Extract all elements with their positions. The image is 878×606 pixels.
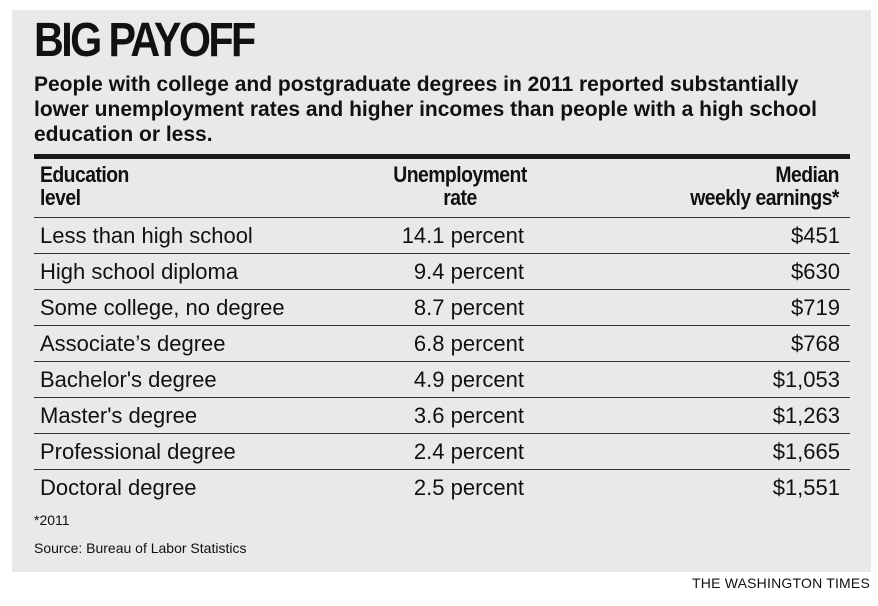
table-row: High school diploma 9.4 percent $630	[34, 254, 850, 290]
header-education-line1: Education	[40, 162, 129, 187]
header-median-earnings: Median weekly earnings*	[690, 163, 839, 209]
earnings-cell: $719	[791, 295, 840, 320]
rate-cell: 6.8 percent	[413, 331, 524, 356]
rate-cell: 14.1 percent	[401, 223, 524, 248]
earnings-cell: $1,263	[772, 403, 840, 428]
education-cell: Associate’s degree	[40, 331, 226, 356]
earnings-cell: $630	[791, 259, 840, 284]
education-cell: High school diploma	[40, 259, 239, 284]
header-education: Education level	[40, 163, 129, 209]
earnings-cell: $1,551	[772, 475, 840, 500]
education-cell: Doctoral degree	[40, 475, 197, 500]
header-earnings-line1: Median	[775, 162, 839, 187]
rate-cell: 4.9 percent	[413, 367, 524, 392]
earnings-cell: $1,665	[772, 439, 840, 464]
publisher-credit: THE WASHINGTON TIMES	[692, 575, 870, 591]
header-unemployment-rate: Unemployment rate	[390, 163, 531, 209]
education-cell: Some college, no degree	[40, 295, 285, 320]
table-row: Less than high school 14.1 percent $451	[34, 218, 850, 254]
rate-cell: 2.5 percent	[413, 475, 524, 500]
rate-cell: 8.7 percent	[413, 295, 524, 320]
table-row: Master's degree 3.6 percent $1,263	[34, 398, 850, 434]
table-row: Bachelor's degree 4.9 percent $1,053	[34, 362, 850, 398]
education-cell: Professional degree	[40, 439, 236, 464]
table-row: Some college, no degree 8.7 percent $719	[34, 290, 850, 326]
table-body: Less than high school 14.1 percent $451 …	[34, 218, 850, 505]
chart-subtitle: People with college and postgraduate deg…	[34, 73, 817, 146]
table-row: Doctoral degree 2.5 percent $1,551	[34, 470, 850, 505]
table-row: Associate’s degree 6.8 percent $768	[34, 326, 850, 362]
education-cell: Master's degree	[40, 403, 198, 428]
top-rule	[34, 154, 850, 159]
earnings-cell: $768	[791, 331, 840, 356]
table-row: Professional degree 2.4 percent $1,665	[34, 434, 850, 470]
earnings-cell: $451	[791, 223, 840, 248]
header-rate-line1: Unemployment	[393, 162, 527, 187]
infographic-panel: BIG PAYOFF People with college and postg…	[12, 10, 871, 572]
header-earnings-line2: weekly earnings*	[690, 185, 839, 210]
chart-title: BIG PAYOFF	[34, 14, 256, 67]
rate-cell: 3.6 percent	[413, 403, 524, 428]
earnings-cell: $1,053	[772, 367, 840, 392]
education-cell: Less than high school	[40, 223, 253, 248]
header-education-line2: level	[40, 185, 81, 210]
header-rate-line2: rate	[443, 185, 477, 210]
rate-cell: 2.4 percent	[413, 439, 524, 464]
education-cell: Bachelor's degree	[40, 367, 217, 392]
source-note: Source: Bureau of Labor Statistics	[34, 540, 247, 556]
footnote: *2011	[34, 512, 70, 528]
rate-cell: 9.4 percent	[413, 259, 524, 284]
header-rule	[34, 217, 850, 218]
